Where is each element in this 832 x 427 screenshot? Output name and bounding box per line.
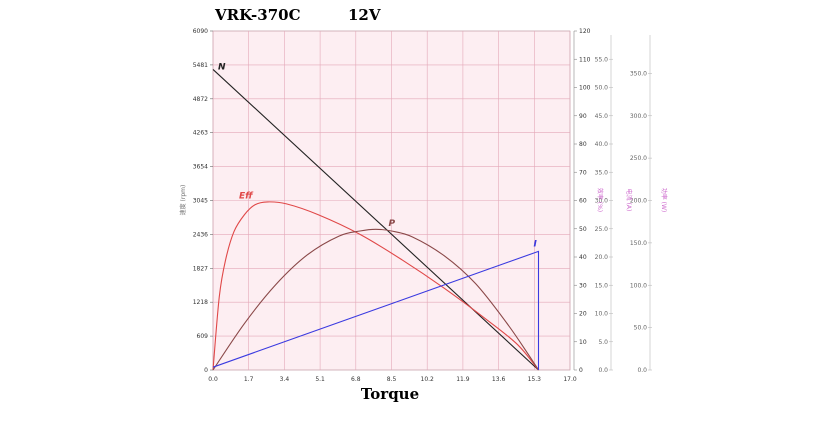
power-tick-label: 250.0 bbox=[630, 155, 647, 162]
current-tick-label: 55.0 bbox=[595, 56, 609, 63]
series-line-eff bbox=[212, 201, 539, 371]
chart-subtitle: 12V bbox=[348, 6, 381, 24]
power-tick-label: 200.0 bbox=[630, 198, 647, 205]
series-layer bbox=[212, 69, 540, 371]
y-left-tick-label: 6090 bbox=[193, 28, 208, 35]
x-tick-label: 11.9 bbox=[456, 376, 470, 383]
y-left-tick-label: 5481 bbox=[193, 62, 208, 69]
y-left-tick-label: 0 bbox=[204, 367, 208, 374]
eff-tick-label: 100 bbox=[579, 85, 591, 92]
x-tick-label: 3.4 bbox=[280, 376, 290, 383]
eff-tick-label: 20 bbox=[579, 311, 587, 318]
y-left-tick-label: 1218 bbox=[193, 299, 208, 306]
power-tick-label: 0.0 bbox=[637, 367, 647, 374]
x-axis-label: Torque bbox=[361, 385, 419, 403]
current-tick-label: 45.0 bbox=[595, 113, 609, 120]
power-tick-label: 350.0 bbox=[630, 70, 647, 77]
power-tick-label: 100.0 bbox=[630, 282, 647, 289]
current-tick-label: 30.0 bbox=[595, 198, 609, 205]
current-tick-label: 10.0 bbox=[595, 311, 609, 318]
current-tick-label: 35.0 bbox=[595, 169, 609, 176]
x-tick-label: 6.8 bbox=[351, 376, 361, 383]
series-line-p bbox=[212, 228, 539, 371]
x-tick-label: 5.1 bbox=[315, 376, 325, 383]
eff-tick-label: 70 bbox=[579, 169, 587, 176]
x-tick-label: 17.0 bbox=[563, 376, 577, 383]
x-tick-label: 1.7 bbox=[244, 376, 254, 383]
current-tick-label: 5.0 bbox=[598, 339, 608, 346]
series-labels: N Eff P I bbox=[218, 62, 538, 249]
x-tick-label: 15.3 bbox=[528, 376, 542, 383]
current-tick-label: 15.0 bbox=[595, 282, 609, 289]
eff-tick-label: 0 bbox=[579, 367, 583, 374]
y-left-tick-label: 4263 bbox=[193, 130, 208, 137]
eff-tick-label: 60 bbox=[579, 198, 587, 205]
y-left-tick-label: 1827 bbox=[193, 265, 208, 272]
grid-lines bbox=[212, 30, 571, 371]
current-axis-label: 电流 (A) bbox=[625, 189, 633, 212]
eff-tick-label: 40 bbox=[579, 254, 587, 261]
chart-title: VRK-370C bbox=[214, 6, 301, 24]
series-line-i bbox=[212, 250, 540, 370]
x-tick-label: 0.0 bbox=[208, 376, 218, 383]
x-tick-label: 10.2 bbox=[421, 376, 435, 383]
eff-tick-label: 50 bbox=[579, 226, 587, 233]
x-tick-label: 13.6 bbox=[492, 376, 506, 383]
y-left-axis-label: 速度 (rpm) bbox=[179, 185, 187, 216]
series-label-p: P bbox=[389, 219, 396, 229]
current-tick-label: 25.0 bbox=[595, 226, 609, 233]
current-tick-label: 20.0 bbox=[595, 254, 609, 261]
power-tick-label: 150.0 bbox=[630, 240, 647, 247]
series-line-n bbox=[212, 69, 539, 371]
eff-tick-label: 110 bbox=[579, 56, 591, 63]
y-left-tick-label: 3654 bbox=[193, 164, 208, 171]
power-axis-label: 功率 (W) bbox=[660, 188, 668, 213]
eff-axis-label: 效率 (%) bbox=[596, 188, 604, 212]
eff-tick-label: 120 bbox=[579, 28, 591, 35]
power-tick-label: 50.0 bbox=[634, 325, 648, 332]
eff-tick-label: 30 bbox=[579, 282, 587, 289]
current-tick-label: 0.0 bbox=[598, 367, 608, 374]
eff-tick-label: 10 bbox=[579, 339, 587, 346]
y-left-tick-label: 4872 bbox=[193, 96, 208, 103]
series-label-i: I bbox=[534, 239, 538, 249]
y-left-tick-label: 609 bbox=[197, 333, 209, 340]
axes: 0.0 1.7 3.4 5.1 6.8 8.5 10.2 11.9 13.6 15.3 17.006… bbox=[179, 28, 668, 383]
y-left-tick-label: 2436 bbox=[193, 231, 208, 238]
y-left-tick-label: 3045 bbox=[193, 198, 208, 205]
series-label-eff: Eff bbox=[239, 192, 254, 202]
eff-tick-label: 90 bbox=[579, 113, 587, 120]
current-tick-label: 40.0 bbox=[595, 141, 609, 148]
x-tick-label: 8.5 bbox=[387, 376, 397, 383]
current-tick-label: 50.0 bbox=[595, 85, 609, 92]
power-tick-label: 300.0 bbox=[630, 113, 647, 120]
eff-tick-label: 80 bbox=[579, 141, 587, 148]
series-label-n: N bbox=[218, 62, 226, 72]
